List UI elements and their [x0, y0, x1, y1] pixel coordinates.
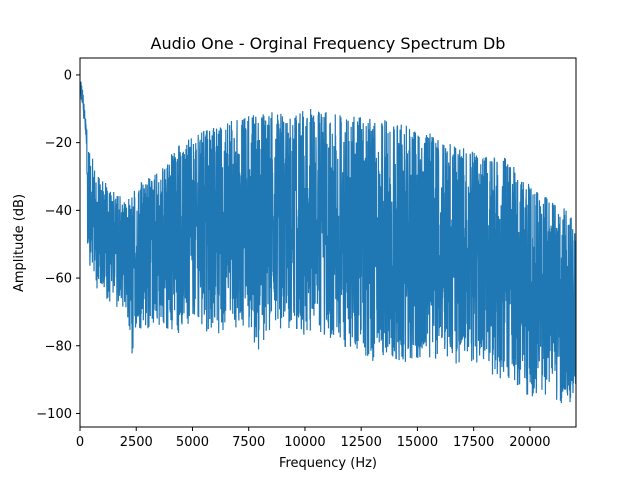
spectrum-line	[80, 81, 576, 404]
y-axis: 0 −20 −40 −60 −80 −100	[36, 68, 80, 422]
y-tick-label: −80	[45, 339, 72, 354]
x-tick-label: 20000	[509, 435, 550, 450]
y-tick-label: −60	[45, 272, 72, 287]
x-axis: 0 2500 5000 7500 10000 12500 15000 17500 20000	[76, 427, 551, 450]
x-tick-label: 17500	[453, 435, 494, 450]
y-tick-label: −20	[45, 136, 72, 151]
x-tick-label: 0	[76, 435, 84, 450]
x-tick-label: 7500	[232, 435, 265, 450]
x-tick-label: 10000	[284, 435, 325, 450]
plot-area	[80, 81, 576, 404]
y-tick-label: 0	[64, 68, 72, 83]
y-tick-label: −40	[45, 204, 72, 219]
x-axis-label: Frequency (Hz)	[279, 456, 377, 471]
y-tick-label: −100	[36, 407, 72, 422]
y-axis-label: Amplitude (dB)	[12, 194, 27, 292]
x-tick-label: 15000	[397, 435, 438, 450]
x-tick-label: 5000	[176, 435, 209, 450]
axes-frame	[79, 57, 577, 428]
x-tick-label: 2500	[120, 435, 153, 450]
chart-title: Audio One - Orginal Frequency Spectrum D…	[151, 34, 506, 53]
x-tick-label: 12500	[340, 435, 381, 450]
